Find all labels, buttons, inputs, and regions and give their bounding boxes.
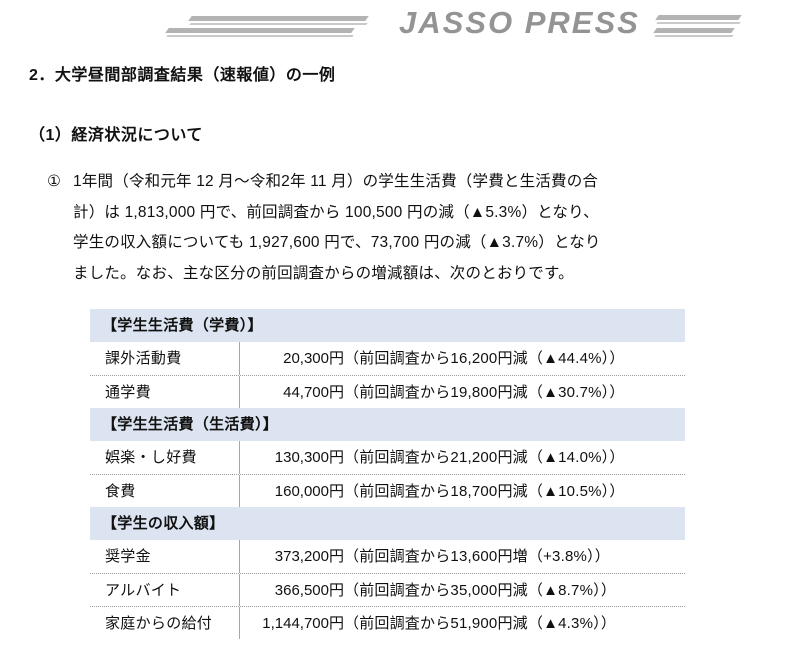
row-change-note: （前回調査から16,200円減（▲44.4%）） [344, 350, 625, 367]
row-change-note: （前回調査から13,600円増（+3.8%）） [344, 548, 610, 565]
row-amount: 20,300円 [283, 350, 344, 367]
row-value: 1,144,700円（前回調査から51,900円減（▲4.3%）） [239, 607, 685, 639]
row-value: 366,500円（前回調査から35,000円減（▲8.7%）） [239, 574, 685, 606]
row-change-note: （前回調査から19,800円減（▲30.7%）） [344, 384, 625, 401]
table-row: アルバイト 366,500円（前回調査から35,000円減（▲8.7%）） [90, 573, 685, 606]
paragraph-line: ました。なお、主な区分の前回調査からの増減額は、次のとおりです。 [73, 265, 574, 283]
row-change-note: （前回調査から51,900円減（▲4.3%）） [344, 615, 617, 632]
table-section-header: 【学生生活費（生活費）】 [90, 408, 685, 441]
table-row: 課外活動費 20,300円（前回調査から16,200円減（▲44.4%）） [90, 342, 685, 375]
row-change-note: （前回調査から35,000円減（▲8.7%）） [344, 582, 617, 599]
row-label: 家庭からの給付 [105, 615, 213, 632]
row-value: 20,300円（前回調査から16,200円減（▲44.4%）） [239, 342, 685, 375]
subsection-title: （1）経済状況について [29, 127, 203, 144]
row-label: 娯楽・し好費 [105, 449, 197, 466]
deco-line-left-bottom-icon [165, 28, 355, 37]
row-value: 130,300円（前回調査から21,200円減（▲14.0%）） [239, 441, 685, 474]
row-value: 373,200円（前回調査から13,600円増（+3.8%）） [239, 540, 685, 573]
table-row: 娯楽・し好費 130,300円（前回調査から21,200円減（▲14.0%）） [90, 441, 685, 474]
summary-table: 【学生生活費（学費）】課外活動費 20,300円（前回調査から16,200円減（▲… [90, 309, 685, 639]
deco-line-left-top-icon [188, 16, 369, 25]
row-change-note: （前回調査から21,200円減（▲14.0%）） [344, 449, 625, 466]
row-amount: 366,500円 [274, 582, 344, 599]
row-value: 160,000円（前回調査から18,700円減（▲10.5%）） [239, 475, 685, 507]
row-value: 44,700円（前回調査から19,800円減（▲30.7%）） [239, 376, 685, 408]
table-section-header: 【学生の収入額】 [90, 507, 685, 540]
table-row: 奨学金 373,200円（前回調査から13,600円増（+3.8%）） [90, 540, 685, 573]
brand-logo-text: JASSO PRESS [399, 5, 640, 40]
table-row: 通学費 44,700円（前回調査から19,800円減（▲30.7%）） [90, 375, 685, 408]
section-title: 2．大学昼間部調査結果（速報値）の一例 [29, 67, 336, 84]
row-change-note: （前回調査から18,700円減（▲10.5%）） [344, 483, 625, 500]
row-label: 課外活動費 [105, 350, 182, 367]
paragraph-line: 計）は 1,813,000 円で、前回調査から 100,500 円の減（▲5.3… [73, 203, 599, 221]
row-label: 奨学金 [105, 548, 151, 565]
row-label: 通学費 [105, 384, 151, 401]
row-amount: 1,144,700円 [262, 615, 344, 632]
deco-line-right-top-icon [655, 15, 742, 24]
table-row: 食費 160,000円（前回調査から18,700円減（▲10.5%）） [90, 474, 685, 507]
deco-line-right-bottom-icon [653, 28, 735, 37]
row-amount: 160,000円 [274, 483, 344, 500]
item-number-marker: ① [47, 173, 61, 190]
row-amount: 44,700円 [283, 384, 344, 401]
row-amount: 130,300円 [274, 449, 344, 466]
row-label: 食費 [105, 483, 136, 500]
row-label: アルバイト [105, 582, 182, 599]
summary-paragraph: ① 1年間（令和元年 12 月～令和2年 11 月）の学生生活費（学費と生活費の… [47, 167, 728, 290]
paragraph-line: 1年間（令和元年 12 月～令和2年 11 月）の学生生活費（学費と生活費の合 [73, 173, 599, 190]
row-amount: 373,200円 [274, 548, 344, 565]
table-section-header: 【学生生活費（学費）】 [90, 309, 685, 342]
table-row: 家庭からの給付 1,144,700円（前回調査から51,900円減（▲4.3%）） [90, 606, 685, 639]
paragraph-line: 学生の収入額についても 1,927,600 円で、73,700 円の減（▲3.7… [73, 234, 601, 252]
